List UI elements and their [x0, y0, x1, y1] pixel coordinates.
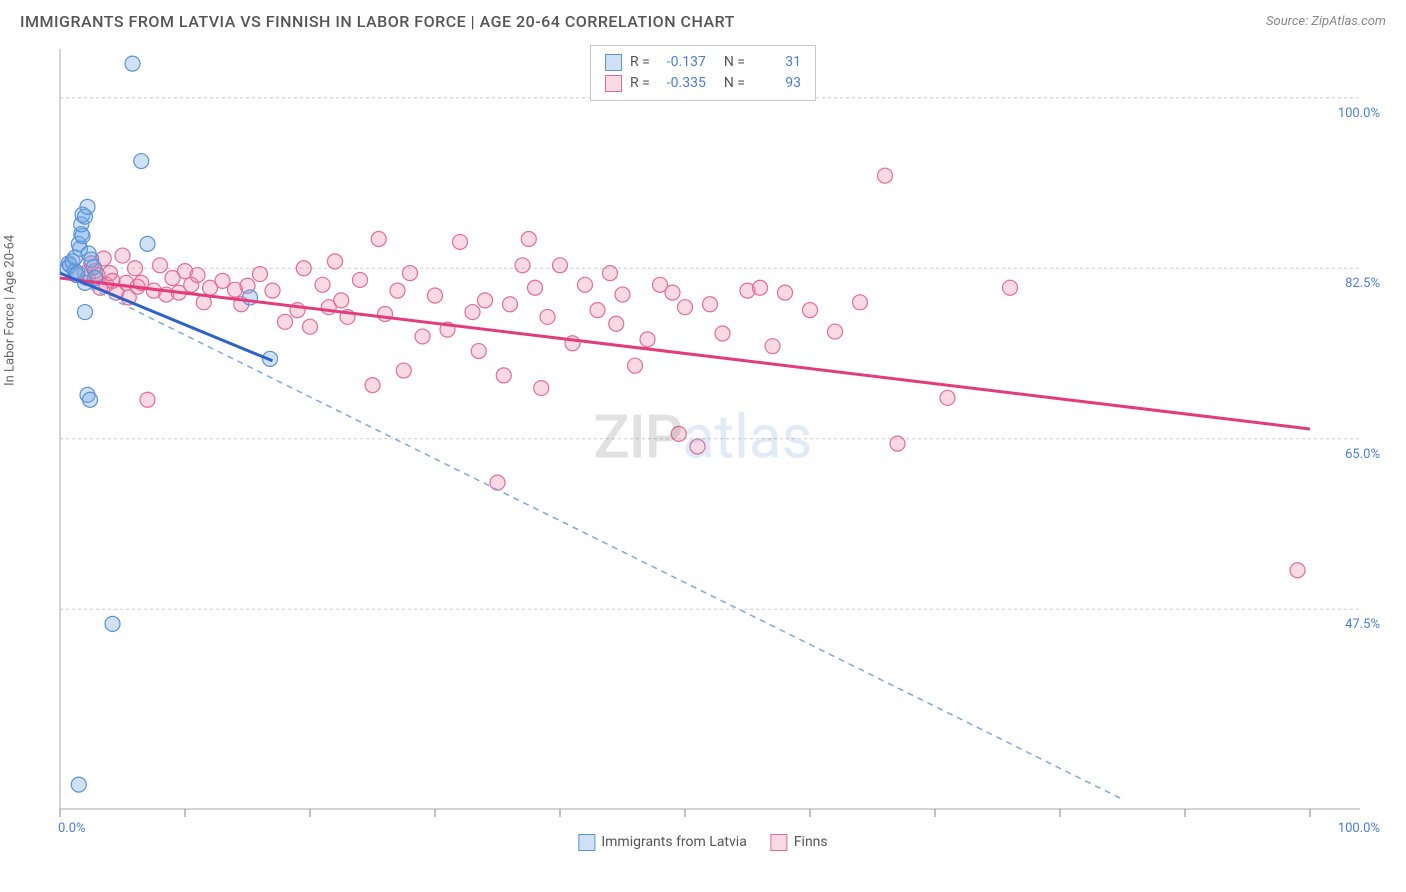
- data-point: [134, 154, 149, 169]
- series-legend: Immigrants from Latvia Finns: [578, 817, 827, 867]
- data-point: [371, 232, 386, 247]
- data-point: [765, 339, 780, 354]
- stat-n-label: N =: [724, 52, 745, 73]
- trend-line: [60, 273, 1123, 799]
- data-point: [753, 280, 768, 295]
- data-point: [105, 616, 120, 631]
- data-point: [496, 368, 511, 383]
- data-point: [534, 381, 549, 396]
- data-point: [71, 777, 86, 792]
- stats-legend: R = -0.137 N = 31 R = -0.335 N = 93: [590, 45, 816, 101]
- data-point: [265, 283, 280, 298]
- data-point: [396, 363, 411, 378]
- data-point: [540, 309, 555, 324]
- data-point: [828, 324, 843, 339]
- data-point: [853, 295, 868, 310]
- data-point: [528, 280, 543, 295]
- data-point: [1290, 563, 1305, 578]
- data-point: [253, 267, 268, 282]
- data-point: [80, 199, 95, 214]
- data-point: [278, 314, 293, 329]
- data-point: [365, 378, 380, 393]
- data-point: [478, 293, 493, 308]
- x-tick-label: 0.0%: [58, 821, 86, 836]
- data-point: [328, 254, 343, 269]
- data-point: [303, 319, 318, 334]
- data-point: [334, 293, 349, 308]
- data-point: [578, 277, 593, 292]
- data-point: [703, 297, 718, 312]
- data-point: [503, 297, 518, 312]
- data-point: [125, 56, 140, 71]
- legend-label: Finns: [794, 834, 828, 850]
- data-point: [428, 288, 443, 303]
- data-point: [878, 168, 893, 183]
- data-point: [190, 268, 205, 283]
- y-tick-label: 100.0%: [1338, 106, 1380, 121]
- data-point: [690, 439, 705, 454]
- legend-item: Immigrants from Latvia: [578, 817, 746, 867]
- data-point: [471, 344, 486, 359]
- scatter-plot: [20, 39, 1386, 839]
- data-point: [153, 258, 168, 273]
- data-point: [315, 277, 330, 292]
- data-point: [390, 283, 405, 298]
- data-point: [128, 261, 143, 276]
- data-point: [615, 287, 630, 302]
- data-point: [465, 305, 480, 320]
- legend-swatch: [605, 54, 622, 71]
- chart-source: Source: ZipAtlas.com: [1266, 14, 1386, 29]
- chart-title: IMMIGRANTS FROM LATVIA VS FINNISH IN LAB…: [20, 12, 735, 31]
- x-tick-label: 100.0%: [1338, 821, 1380, 836]
- data-point: [665, 285, 680, 300]
- stat-r-label: R =: [630, 73, 650, 94]
- legend-swatch: [578, 834, 595, 851]
- chart-header: IMMIGRANTS FROM LATVIA VS FINNISH IN LAB…: [0, 0, 1406, 39]
- data-point: [553, 258, 568, 273]
- data-point: [140, 392, 155, 407]
- data-point: [140, 236, 155, 251]
- legend-label: Immigrants from Latvia: [601, 834, 746, 850]
- data-point: [78, 305, 93, 320]
- data-point: [890, 436, 905, 451]
- data-point: [640, 332, 655, 347]
- data-point: [803, 303, 818, 318]
- y-tick-label: 82.5%: [1345, 276, 1380, 291]
- legend-swatch: [605, 75, 622, 92]
- data-point: [1003, 280, 1018, 295]
- data-point: [671, 426, 686, 441]
- data-point: [715, 326, 730, 341]
- data-point: [940, 390, 955, 405]
- y-tick-label: 47.5%: [1345, 617, 1380, 632]
- y-axis-label: In Labor Force | Age 20-64: [3, 235, 18, 386]
- stat-r-value: -0.137: [658, 52, 706, 73]
- legend-item: Finns: [771, 817, 828, 867]
- chart-container: In Labor Force | Age 20-64 ZIPatlas 47.5…: [20, 39, 1386, 869]
- legend-swatch: [771, 834, 788, 851]
- data-point: [296, 261, 311, 276]
- data-point: [115, 248, 130, 263]
- data-point: [628, 358, 643, 373]
- stats-row: R = -0.335 N = 93: [605, 73, 801, 94]
- stats-row: R = -0.137 N = 31: [605, 52, 801, 73]
- stat-n-value: 31: [753, 52, 801, 73]
- data-point: [83, 392, 98, 407]
- stat-n-label: N =: [724, 73, 745, 94]
- data-point: [353, 272, 368, 287]
- stat-n-value: 93: [753, 73, 801, 94]
- data-point: [490, 475, 505, 490]
- data-point: [678, 300, 693, 315]
- stat-r-value: -0.335: [658, 73, 706, 94]
- data-point: [603, 266, 618, 281]
- data-point: [778, 285, 793, 300]
- data-point: [515, 258, 530, 273]
- data-point: [453, 234, 468, 249]
- stat-r-label: R =: [630, 52, 650, 73]
- y-tick-label: 65.0%: [1345, 447, 1380, 462]
- data-point: [403, 266, 418, 281]
- data-point: [590, 303, 605, 318]
- data-point: [521, 232, 536, 247]
- data-point: [609, 316, 624, 331]
- data-point: [415, 329, 430, 344]
